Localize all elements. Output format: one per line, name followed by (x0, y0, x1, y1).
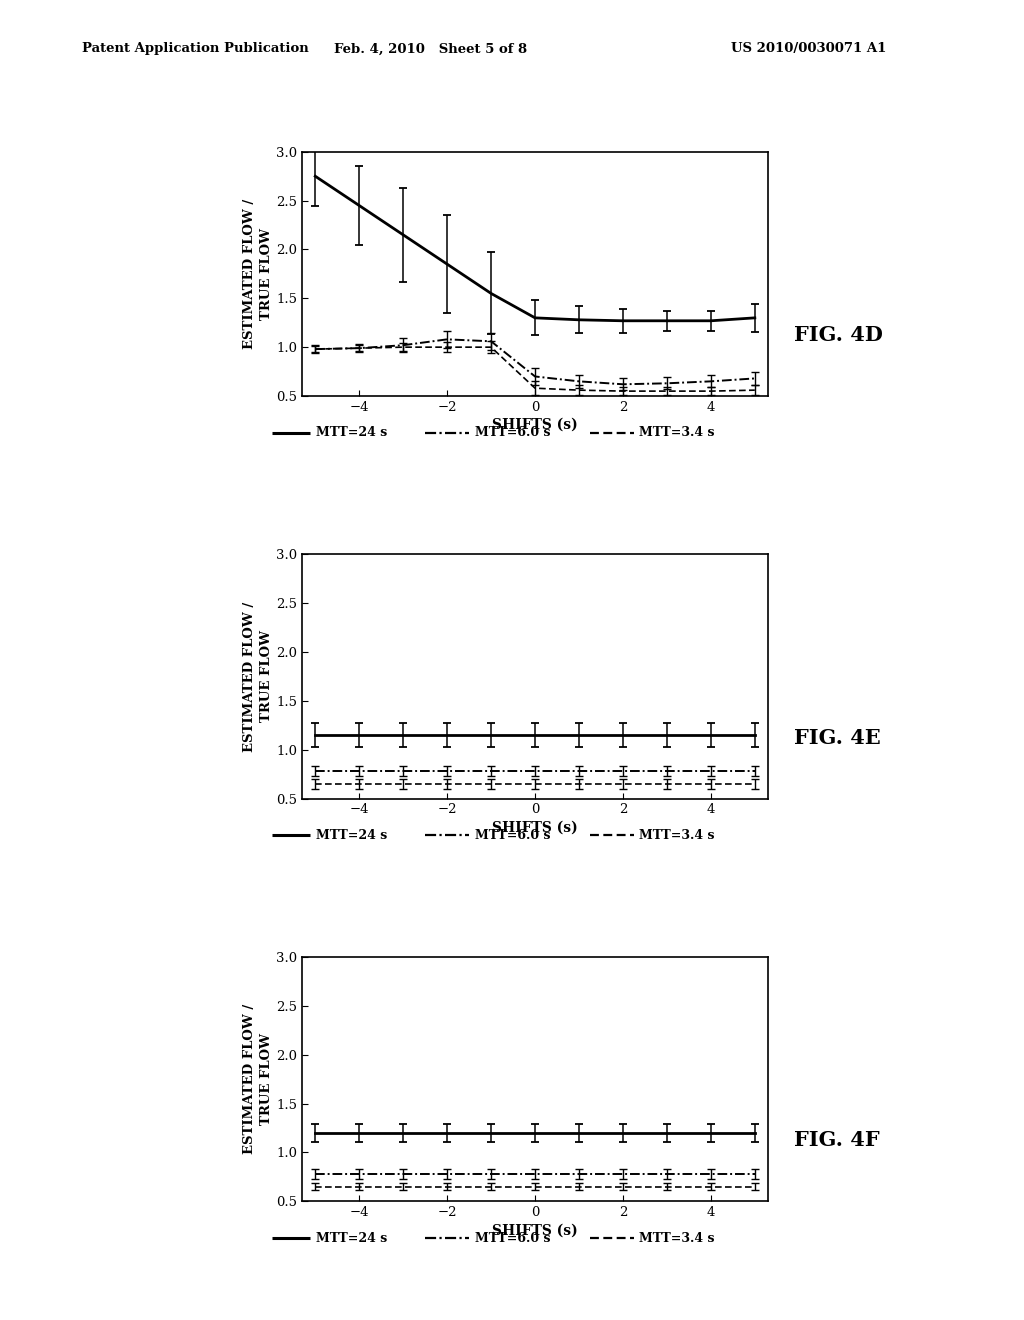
Text: US 2010/0030071 A1: US 2010/0030071 A1 (731, 42, 887, 55)
Y-axis label: ESTIMATED FLOW /
TRUE FLOW: ESTIMATED FLOW / TRUE FLOW (244, 199, 273, 348)
X-axis label: SHIFTS (s): SHIFTS (s) (493, 821, 578, 834)
X-axis label: SHIFTS (s): SHIFTS (s) (493, 418, 578, 432)
Text: MTT=6.0 s: MTT=6.0 s (475, 1232, 550, 1245)
Text: Patent Application Publication: Patent Application Publication (82, 42, 308, 55)
Text: FIG. 4D: FIG. 4D (794, 325, 883, 345)
X-axis label: SHIFTS (s): SHIFTS (s) (493, 1224, 578, 1237)
Text: MTT=3.4 s: MTT=3.4 s (639, 426, 715, 440)
Y-axis label: ESTIMATED FLOW /
TRUE FLOW: ESTIMATED FLOW / TRUE FLOW (244, 1005, 273, 1154)
Text: MTT=24 s: MTT=24 s (315, 829, 387, 842)
Text: MTT=6.0 s: MTT=6.0 s (475, 426, 550, 440)
Text: FIG. 4F: FIG. 4F (794, 1130, 880, 1150)
Text: Feb. 4, 2010   Sheet 5 of 8: Feb. 4, 2010 Sheet 5 of 8 (334, 42, 526, 55)
Text: MTT=3.4 s: MTT=3.4 s (639, 1232, 715, 1245)
Y-axis label: ESTIMATED FLOW /
TRUE FLOW: ESTIMATED FLOW / TRUE FLOW (244, 602, 273, 751)
Text: MTT=24 s: MTT=24 s (315, 426, 387, 440)
Text: FIG. 4E: FIG. 4E (794, 727, 881, 747)
Text: MTT=3.4 s: MTT=3.4 s (639, 829, 715, 842)
Text: MTT=6.0 s: MTT=6.0 s (475, 829, 550, 842)
Text: MTT=24 s: MTT=24 s (315, 1232, 387, 1245)
